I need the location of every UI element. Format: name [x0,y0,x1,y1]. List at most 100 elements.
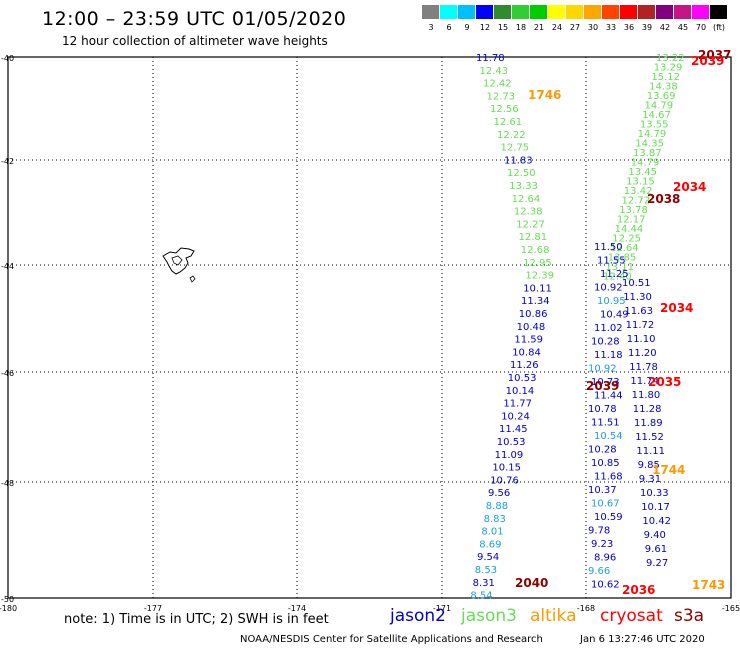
legend-label: 70 [695,23,707,32]
wave-height-label: 9.85 [638,460,660,471]
legend-label: 30 [587,23,599,32]
wave-height-label: 10.73 [591,377,620,388]
wave-height-label: 12.64 [512,194,541,205]
lon-tick-label: -174 [288,604,306,613]
wave-height-label: 11.45 [499,424,528,435]
wave-height-label: 8.31 [473,578,495,589]
wave-height-label: 11.78 [476,53,505,64]
wave-height-label: 10.33 [640,488,669,499]
legend-swatch [440,5,457,19]
wave-height-label: 13.78 [619,205,648,216]
wave-height-label: 10.95 [597,296,626,307]
wave-height-label: 12.43 [480,66,509,77]
pass-time-label: 2034 [673,180,706,194]
legend-label: 24 [551,23,563,32]
wave-height-label: 9.23 [591,539,613,550]
wave-height-label: 13.29 [654,63,683,74]
wave-height-label: 12.64 [610,243,639,254]
wave-height-label: 10.67 [591,499,620,510]
lon-tick-label: -165 [722,604,740,613]
small-islet [189,275,196,283]
pass-time-label: 2039 [691,54,724,68]
wave-height-label: 10.51 [622,278,651,289]
legend-label: 42 [659,23,671,32]
wave-height-label: 11.78 [629,362,658,373]
lat-tick-label: -40 [1,54,14,63]
lat-tick-label: -50 [1,595,14,604]
lat-tick-label: -48 [1,479,14,488]
map-frame [7,56,732,599]
wave-height-label: 13.33 [509,181,538,192]
pass-time-label: 2037 [698,48,731,62]
lat-tick-label: -44 [1,262,14,271]
wave-height-label: 11.25 [600,269,629,280]
wave-height-label: 10.53 [497,437,526,448]
wave-height-label: 10.49 [600,310,629,321]
wave-height-label: 9.27 [646,558,668,569]
cryosat-label: cryosat [600,606,663,626]
island-detail [171,255,183,266]
pass-time-label: 1744 [652,463,685,477]
wave-height-label: 10.28 [591,337,620,348]
pass-time-label: 2038 [647,192,680,206]
legend-label: 6 [446,23,452,32]
wave-height-label: 10.86 [519,309,548,320]
wave-height-label: 10.84 [512,347,541,358]
pass-time-label: 2039 [586,379,619,393]
wave-height-label: 11.74 [630,376,659,387]
wave-height-label: 8.01 [481,527,503,538]
legend-swatch [602,5,619,19]
legend-label: 9 [464,23,470,32]
wave-height-label: 10.24 [501,411,530,422]
wave-height-label: 11.09 [495,450,524,461]
wave-height-label: 8.69 [479,539,501,550]
wave-height-label: 13.55 [640,120,669,131]
legend-swatch [584,5,601,19]
pass-time-label: 2034 [660,301,693,315]
wave-height-label: 13.11 [605,262,634,273]
wave-height-label: 11.51 [591,418,620,429]
legend-label: 27 [569,23,581,32]
wave-height-label: 9.61 [645,544,667,555]
wave-height-label: 14.79 [631,158,660,169]
wave-height-label: 10.37 [588,485,617,496]
wave-height-label: 12.81 [519,232,548,243]
jason3-label: jason3 [461,606,517,626]
legend-swatch [494,5,511,19]
legend-swatch [458,5,475,19]
lon-tick-label: -171 [433,604,451,613]
wave-height-label: 14.67 [642,110,671,121]
legend-swatch [674,5,691,19]
pass-time-label: 2036 [622,583,655,597]
legend-label: 18 [515,23,527,32]
wave-height-label: 11.10 [627,334,656,345]
wave-height-label: 12.39 [525,271,554,282]
wave-height-label: 13.45 [628,167,657,178]
wave-height-label: 9.54 [477,552,499,563]
wave-height-label: 14.44 [615,224,644,235]
legend-label: 3 [428,23,434,32]
wave-height-label: 11.80 [632,390,661,401]
map-border [7,56,732,599]
wave-height-label: 11.72 [626,320,655,331]
wave-height-label: 12.56 [490,104,519,115]
wave-height-label: 11.52 [635,432,664,443]
wave-height-label: 9.78 [588,526,610,537]
wave-height-label: 10.92 [594,283,623,294]
wave-height-label: 11.30 [623,292,652,303]
island-outline [162,247,195,275]
legend-swatch [638,5,655,19]
wave-height-label: 10.17 [641,502,670,513]
legend-swatch [692,5,709,19]
wave-height-label: 11.26 [510,360,539,371]
map-title: 12:00 – 23:59 UTC 01/05/2020 [42,8,347,30]
wave-height-label: 13.22 [656,53,685,64]
wave-height-label: 12.27 [516,219,545,230]
wave-height-label: 8.88 [486,501,508,512]
legend-label: 36 [623,23,635,32]
pass-time-label: 1743 [692,578,725,592]
axis-labels: -40 -42 -44 -46 -48 -50-180 -177 -174 -171 -168 -1… [0,54,740,613]
